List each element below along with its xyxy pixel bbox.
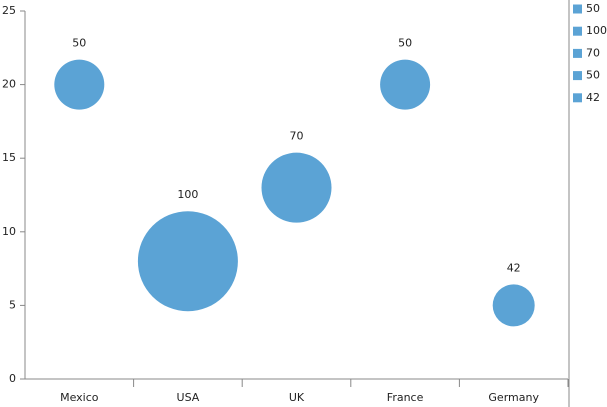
data-label: 70 <box>290 130 304 143</box>
y-tick-label: 15 <box>2 151 16 164</box>
legend-swatch <box>573 93 582 103</box>
bubble <box>261 152 332 223</box>
legend-label: 42 <box>586 91 600 104</box>
legend-label: 50 <box>586 69 600 82</box>
y-tick-label: 0 <box>9 372 16 385</box>
data-label: 42 <box>507 261 521 274</box>
x-tick-label: UK <box>289 391 305 404</box>
y-tick-label: 5 <box>9 298 16 311</box>
legend-label: 100 <box>586 24 607 37</box>
x-tick-label: France <box>387 391 424 404</box>
legend-label: 70 <box>586 46 600 59</box>
legend-swatch <box>573 26 582 36</box>
y-tick-label: 10 <box>2 225 16 238</box>
y-tick-label: 25 <box>2 4 16 17</box>
legend-label: 50 <box>586 2 600 15</box>
legend-swatch <box>573 71 582 81</box>
legend-swatch <box>573 4 582 14</box>
bubble <box>137 211 238 312</box>
bubble <box>492 284 535 327</box>
data-label: 50 <box>398 37 412 50</box>
bubble <box>54 59 105 110</box>
data-label: 100 <box>177 188 198 201</box>
x-tick-label: USA <box>177 391 200 404</box>
data-label: 50 <box>72 37 86 50</box>
y-tick-label: 20 <box>2 78 16 91</box>
x-tick-label: Mexico <box>60 391 99 404</box>
legend-swatch <box>573 48 582 58</box>
bubble <box>380 59 431 110</box>
x-tick-label: Germany <box>488 391 539 404</box>
